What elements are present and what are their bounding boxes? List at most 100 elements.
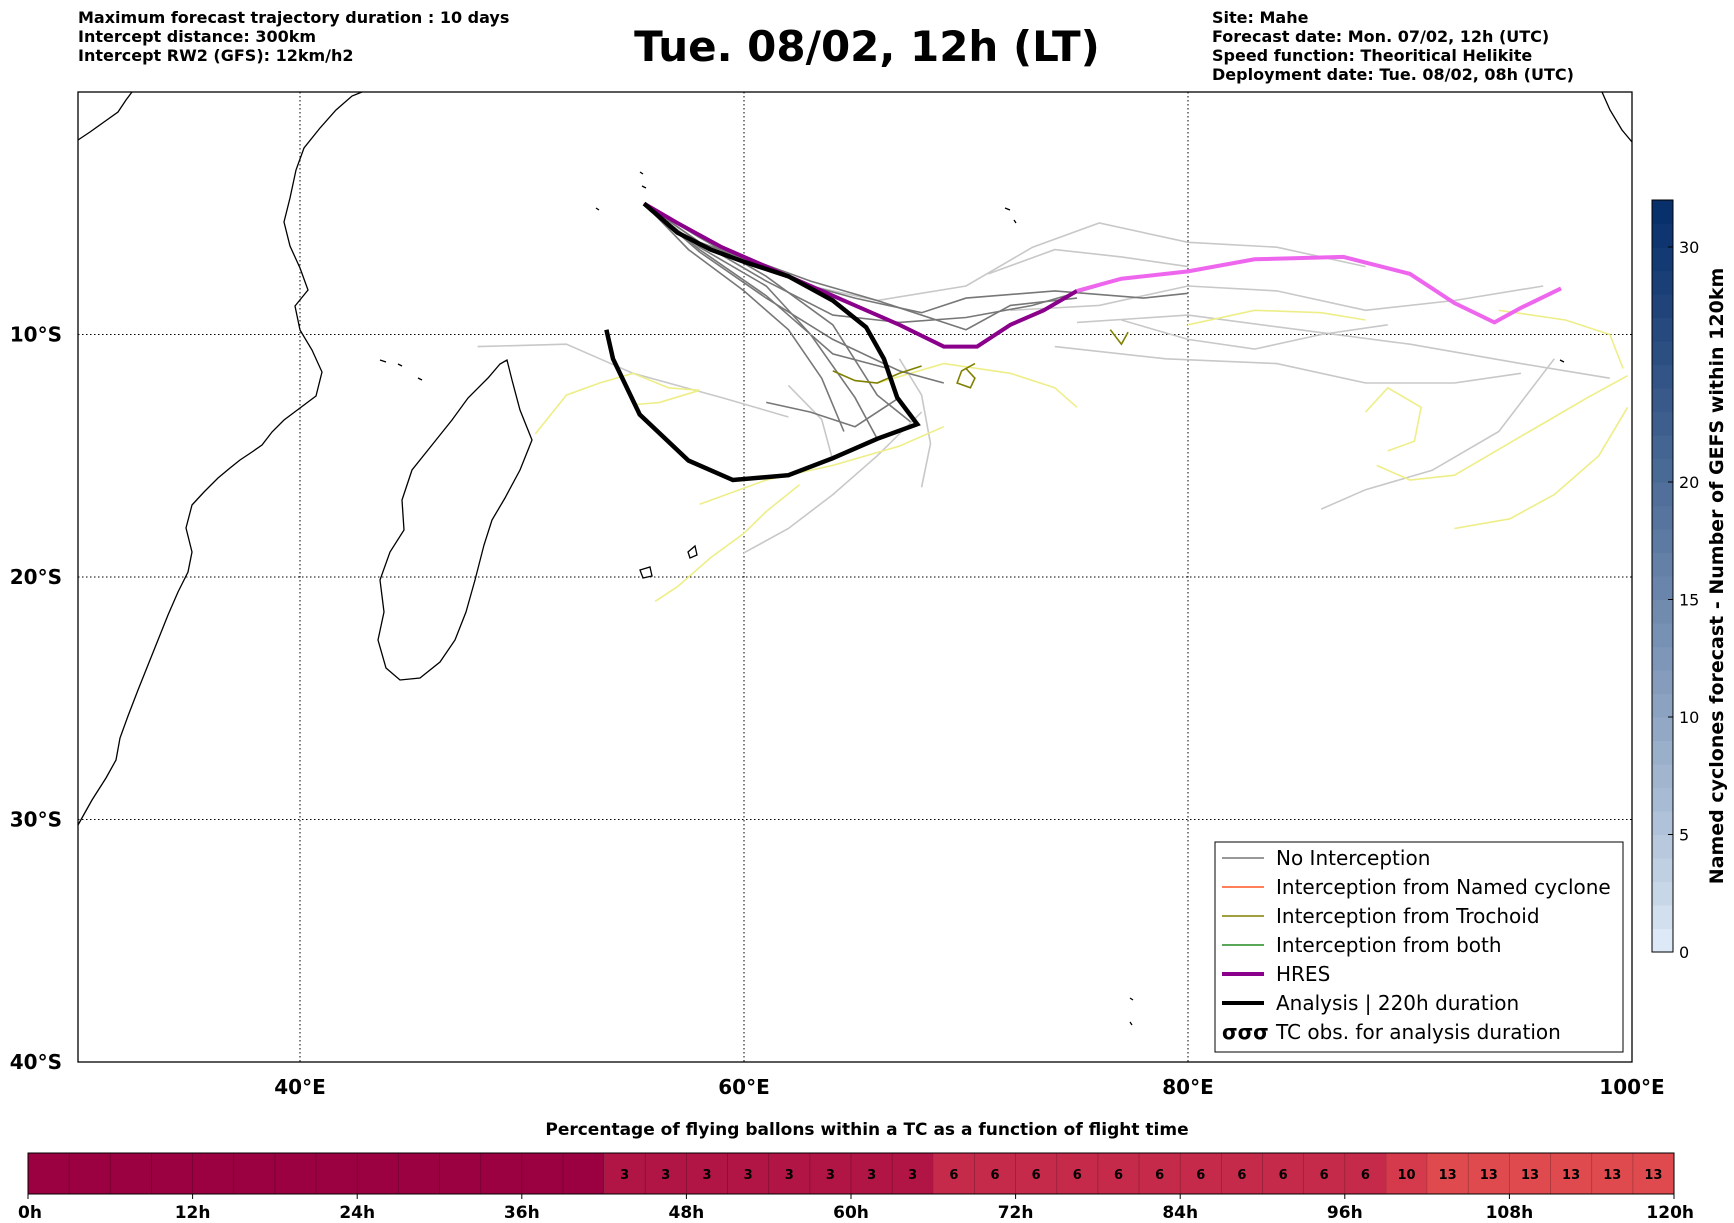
tc-obs-track [1498, 309, 1624, 369]
colorbar-step [1652, 317, 1673, 342]
ensemble-trajectory [1076, 314, 1610, 379]
colorbar-step [1652, 223, 1673, 248]
arabia-coastline [78, 92, 133, 141]
legend-label: TC obs. for analysis duration [1275, 1020, 1561, 1044]
ensemble-trajectory [743, 411, 923, 554]
map-frame [77, 91, 1633, 1063]
colorbar-tick-label: 5 [1679, 826, 1689, 845]
legend-item: No Interception [1222, 846, 1430, 870]
colorbar-step [1652, 740, 1673, 765]
legend-item: Interception from Trochoid [1222, 904, 1540, 928]
map-gridlines [78, 92, 1632, 1062]
header-intercept-distance: Intercept distance: 300km [78, 27, 317, 46]
colorbar-tick-label: 0 [1679, 943, 1689, 962]
colorbar-step [1652, 928, 1673, 953]
colorbar-title: Named cyclones forecast - Number of GEFS… [1706, 268, 1728, 885]
colorbar-step [1652, 247, 1673, 272]
colorbar-step [1652, 834, 1673, 859]
colorbar-step [1652, 905, 1673, 930]
legend-label: No Interception [1276, 846, 1430, 870]
colorbar-step [1652, 411, 1673, 436]
chagos-islands [1004, 207, 1017, 224]
colorbar-tick-label: 20 [1679, 473, 1699, 492]
header-intercept-rw2: Intercept RW2 (GFS): 12km/h2 [78, 46, 354, 65]
colorbar-step [1652, 646, 1673, 671]
ensemble-trajectory [810, 222, 1366, 302]
ensemble-trajectory [1320, 358, 1555, 510]
reunion-island [639, 566, 653, 579]
map-axis-labels: 40°E 60°E 80°E 100°E 10°S 20°S 30°S 40°S [10, 323, 1665, 1100]
bottom-colorbar-title: Percentage of flying ballons within a TC… [545, 1120, 1189, 1140]
south-islands [1129, 997, 1134, 1026]
header-site: Site: Mahe [1212, 8, 1309, 27]
comoros-islands [379, 359, 423, 381]
lon-tick-label: 40°E [274, 1075, 326, 1099]
tc-obs-track [1454, 406, 1629, 530]
legend-label: Interception from Named cyclone [1276, 875, 1611, 899]
colorbar-step [1652, 435, 1673, 460]
ensemble-trajectory [787, 384, 834, 461]
colorbar-step [1652, 552, 1673, 577]
colorbar-step [1652, 388, 1673, 413]
tc-symbol-icon: σσσ [1222, 1020, 1269, 1044]
colorbar-step [1652, 200, 1673, 225]
colorbar-tick-label: 30 [1679, 238, 1699, 257]
tc-obs-track [1376, 374, 1628, 481]
ensemble-trajectory [987, 248, 1189, 275]
tc-obs-track [1187, 309, 1366, 326]
legend-box [1214, 841, 1624, 1053]
tc-obs-track [654, 484, 801, 602]
coastlines [78, 92, 1632, 1026]
colorbar-step [1652, 787, 1673, 812]
legend-item: Interception from Named cyclone [1222, 875, 1611, 899]
colorbar-step [1652, 529, 1673, 554]
no-interception-trajectory [766, 396, 900, 428]
trochoid-trajectory [1109, 329, 1129, 346]
colorbar-step [1652, 458, 1673, 483]
page-title: Tue. 08/02, 12h (LT) [634, 22, 1100, 71]
colorbar-step [1652, 294, 1673, 319]
colorbar-step [1652, 670, 1673, 695]
lon-tick-label: 80°E [1162, 1075, 1214, 1099]
header-deployment-date: Deployment date: Tue. 08/02, 08h (UTC) [1212, 65, 1574, 84]
right-colorbar: 0 5 10 15 20 30 Named cyclones forecast - Numb… [1651, 199, 1728, 962]
africa-coastline [78, 92, 363, 826]
tc-obs-track [876, 362, 1078, 408]
colorbar-step [1652, 505, 1673, 530]
lat-tick-label: 40°S [10, 1050, 62, 1074]
madagascar-coastline [377, 359, 533, 681]
colorbar-step [1652, 270, 1673, 295]
colorbar-step [1652, 482, 1673, 507]
legend-item: σσσ TC obs. for analysis duration [1222, 1020, 1561, 1044]
lat-tick-label: 10°S [10, 323, 62, 347]
ensemble-trajectory [1121, 319, 1388, 350]
colorbar-tick-label: 10 [1679, 708, 1699, 727]
legend-label: Interception from Trochoid [1276, 904, 1540, 928]
colorbar-step [1652, 858, 1673, 883]
colorbar-step [1652, 881, 1673, 906]
trochoid-interception-trajectories [832, 329, 1129, 389]
colorbar-step [1652, 717, 1673, 742]
lat-tick-label: 30°S [10, 808, 62, 832]
ensemble-trajectory [898, 358, 932, 488]
tc-observation-tracks [534, 309, 1629, 602]
no-interception-trajectory [643, 202, 1189, 314]
legend-label: Interception from both [1276, 933, 1502, 957]
legend-item: HRES [1222, 962, 1330, 986]
colorbar-frame [1651, 199, 1674, 953]
map-legend: No Interception Interception from Named c… [1214, 841, 1624, 1053]
colorbar-step [1652, 576, 1673, 601]
colorbar-step [1652, 764, 1673, 789]
header-left-info: Maximum forecast trajectory duration : 1… [78, 8, 509, 65]
colorbar-step [1652, 693, 1673, 718]
header-speed-function: Speed function: Theoritical Helikite [1212, 46, 1533, 65]
hres-trajectory [643, 201, 1079, 349]
header-max-duration: Maximum forecast trajectory duration : 1… [78, 8, 510, 27]
legend-label: HRES [1276, 962, 1330, 986]
no-interception-trajectory [643, 203, 845, 432]
legend-label: Analysis | 220h duration [1276, 991, 1519, 1015]
header-right-info: Site: Mahe Forecast date: Mon. 07/02, 12… [1212, 8, 1574, 84]
ensemble-trajectory [1054, 345, 1522, 384]
legend-item: Analysis | 220h duration [1222, 991, 1519, 1015]
